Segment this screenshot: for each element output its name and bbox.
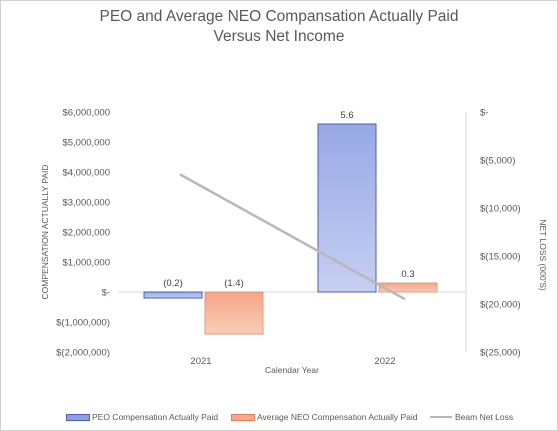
legend-item-peo: PEO Compensation Actually Paid xyxy=(66,412,218,422)
legend-item-net-loss: Beam Net Loss xyxy=(430,412,513,422)
legend-item-neo: Average NEO Compensation Actually Paid xyxy=(231,412,418,422)
bar-neo xyxy=(378,282,438,293)
chart-title: PEO and Average NEO Compansation Actuall… xyxy=(99,8,459,25)
legend: PEO Compensation Actually Paid Average N… xyxy=(0,412,558,426)
y2-tick-label: $(20,000) xyxy=(480,300,521,311)
x-tick-label: 2021 xyxy=(190,356,211,367)
y-tick-label: $6,000,000 xyxy=(62,108,110,119)
y2-tick-label: $(10,000) xyxy=(480,204,521,215)
y-tick-label: $(1,000,000) xyxy=(56,318,110,329)
legend-label-net-loss: Beam Net Loss xyxy=(455,412,514,422)
x-axis-title: Calendar Year xyxy=(265,365,319,375)
legend-swatch-neo xyxy=(231,413,255,421)
y-tick-label: $(2,000,000) xyxy=(56,348,110,359)
y-tick-label: $3,000,000 xyxy=(62,198,110,209)
legend-label-peo: PEO Compensation Actually Paid xyxy=(92,412,219,422)
line-net-loss xyxy=(179,173,406,301)
legend-swatch-peo xyxy=(66,413,90,421)
y2-tick-label: $(15,000) xyxy=(480,252,521,263)
data-label-neo: (1.4) xyxy=(224,278,244,289)
bar-peo xyxy=(317,123,377,293)
y-tick-label: $5,000,000 xyxy=(62,138,110,149)
chart-subtitle: Versus Net Income xyxy=(213,28,345,45)
legend-swatch-net-loss xyxy=(430,416,452,418)
legend-label-neo: Average NEO Compensation Actually Paid xyxy=(257,412,418,422)
y-axis-title: COMPENSATION ACTUALLY PAID xyxy=(40,165,50,300)
y-tick-label: $4,000,000 xyxy=(62,168,110,179)
y-tick-label: $- xyxy=(102,288,110,299)
bar-neo xyxy=(204,291,264,335)
data-label-neo: 0.3 xyxy=(401,269,414,280)
y2-tick-label: $(25,000) xyxy=(480,348,521,359)
y2-tick-label: $- xyxy=(480,108,488,119)
data-label-peo: 5.6 xyxy=(340,110,353,121)
y-tick-label: $1,000,000 xyxy=(62,258,110,269)
x-tick-label: 2022 xyxy=(374,356,395,367)
data-label-peo: (0.2) xyxy=(163,278,183,289)
y2-axis-title: NET LOSS (000'S) xyxy=(538,219,548,291)
y2-tick-label: $(5,000) xyxy=(480,156,515,167)
bar-peo xyxy=(143,291,203,299)
y-tick-label: $2,000,000 xyxy=(62,228,110,239)
